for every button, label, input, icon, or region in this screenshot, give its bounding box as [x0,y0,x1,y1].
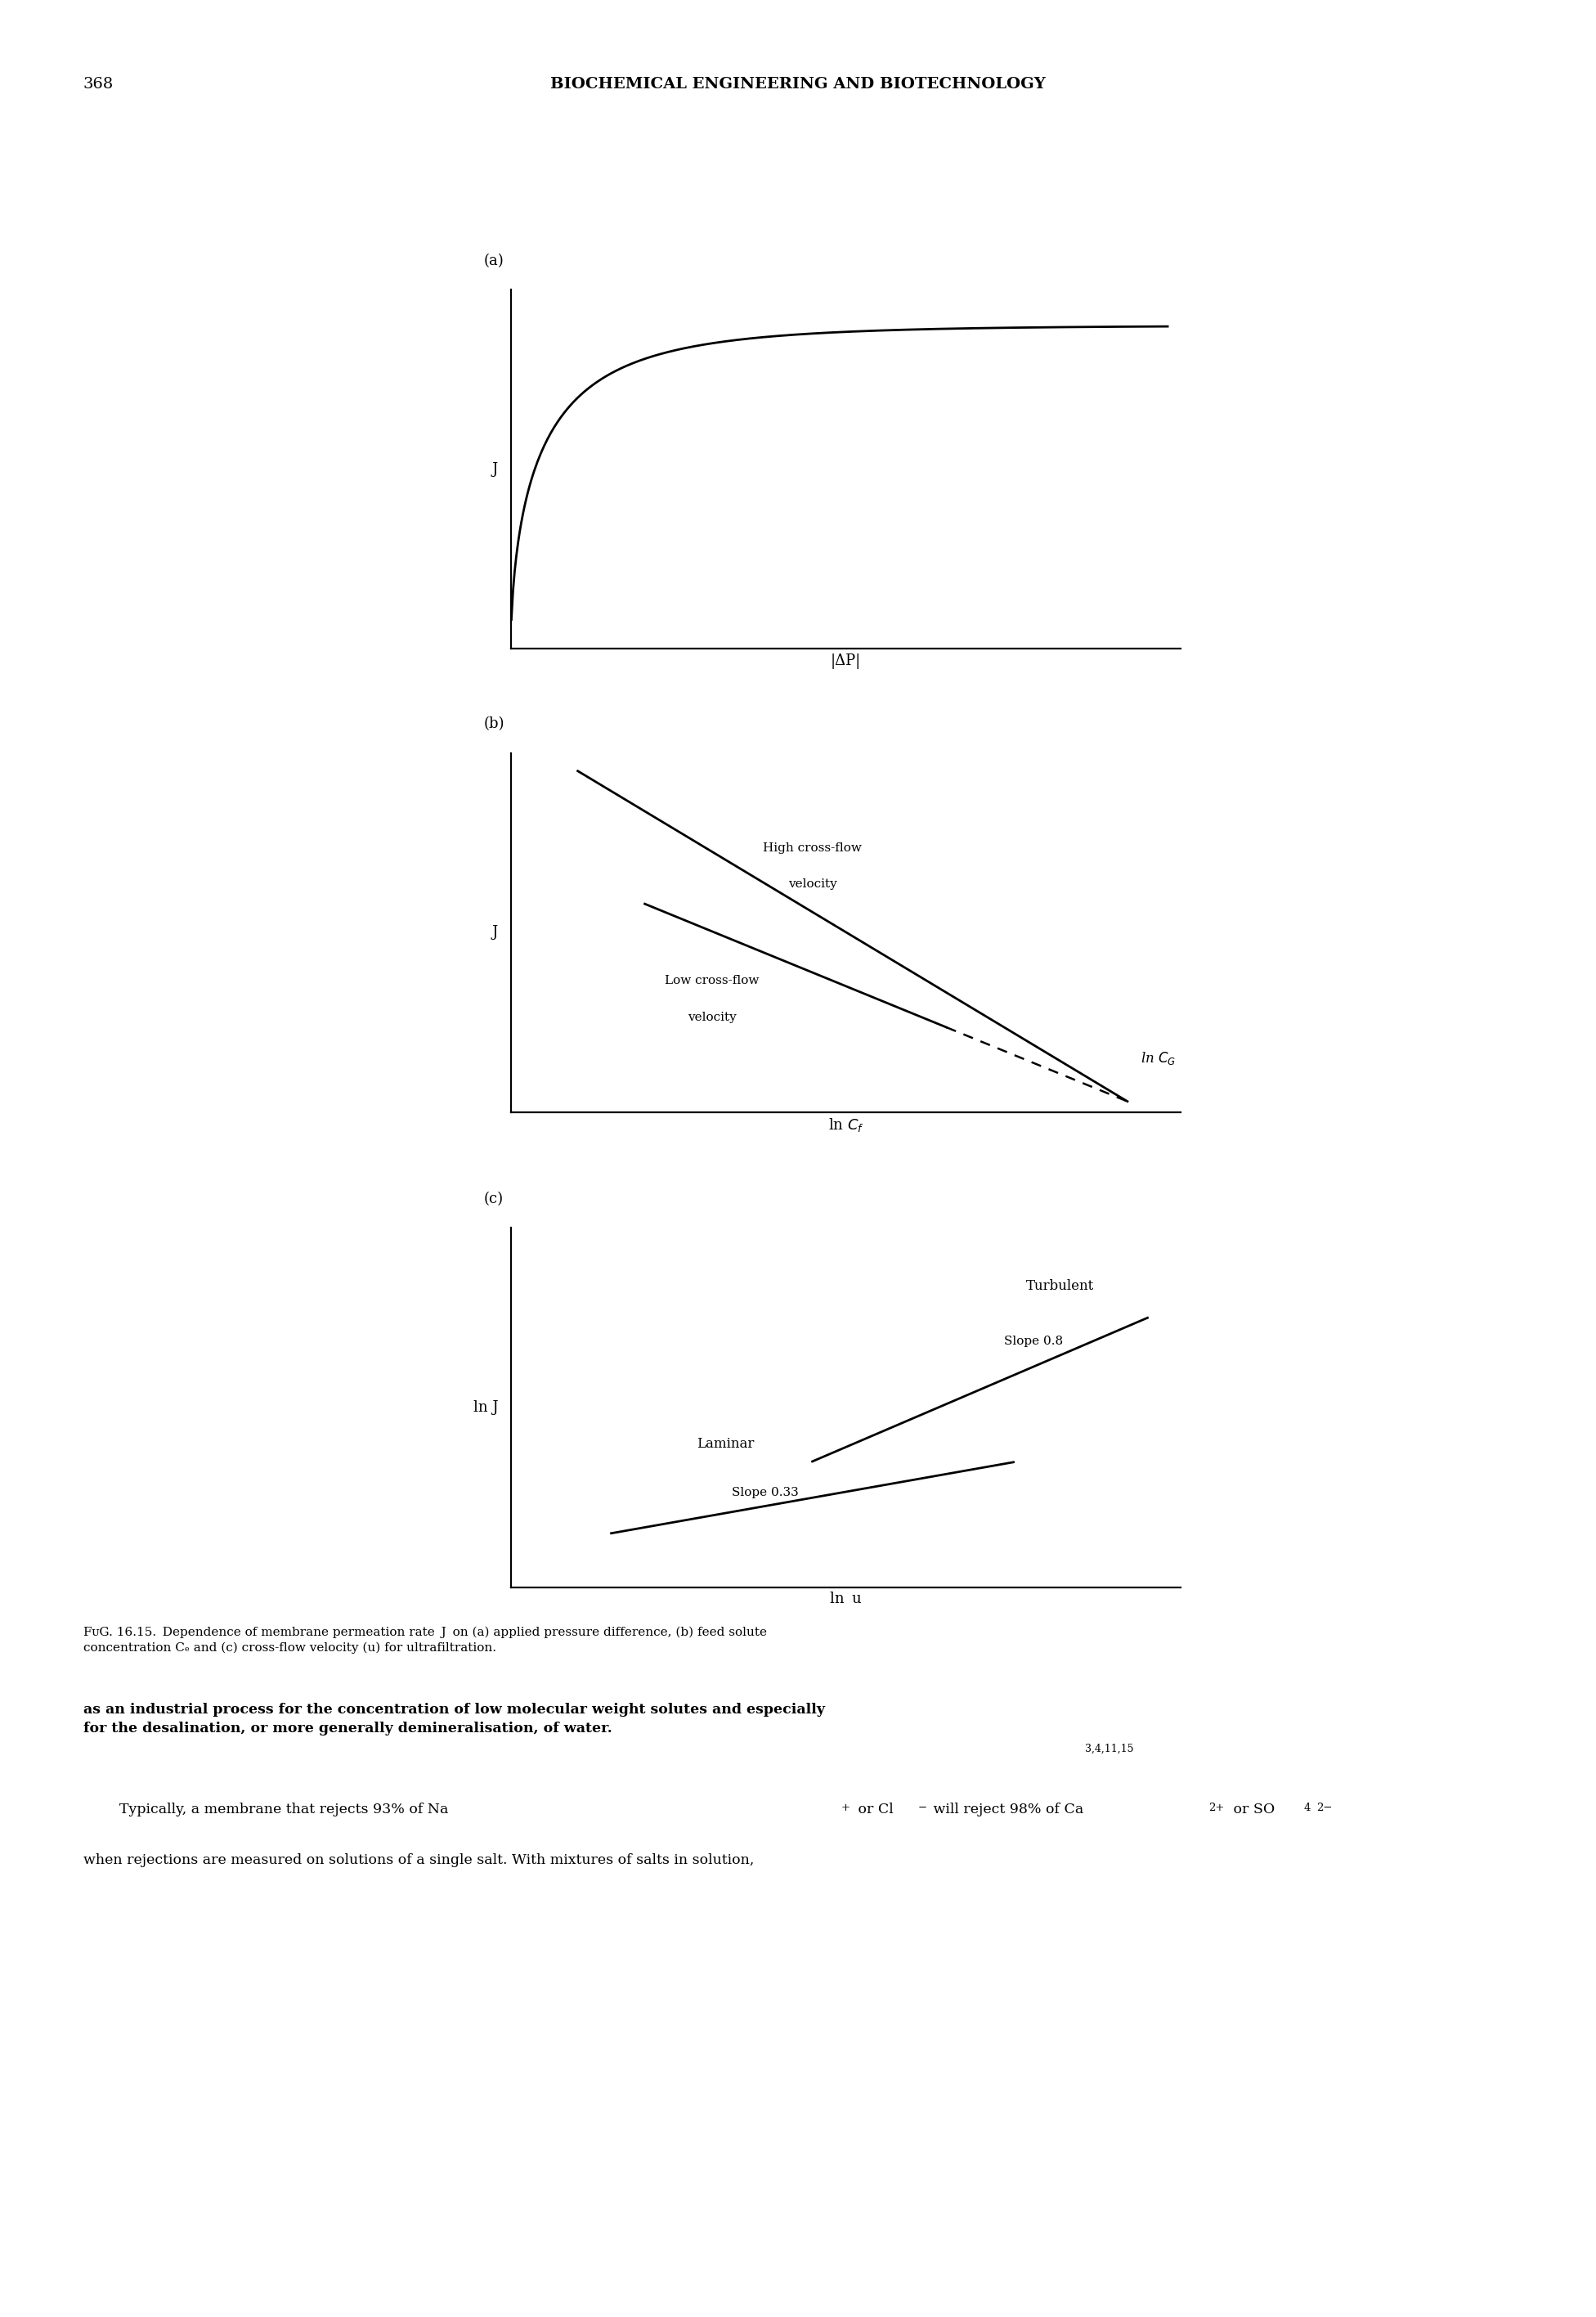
Text: 4: 4 [1304,1803,1310,1814]
Text: 2−: 2− [1317,1803,1333,1814]
Text: FᴜG. 16.15. Dependence of membrane permeation rate  J  on (a) applied pressure d: FᴜG. 16.15. Dependence of membrane perme… [83,1627,766,1654]
Text: Low cross-flow: Low cross-flow [664,975,760,987]
Text: +: + [841,1803,851,1814]
Text: velocity: velocity [788,878,836,890]
Text: ln $C_G$: ln $C_G$ [1141,1050,1176,1066]
Text: 3,4,11,15: 3,4,11,15 [1085,1742,1133,1754]
Text: or SO: or SO [1229,1803,1275,1817]
Text: (a): (a) [484,253,504,269]
Text: velocity: velocity [688,1013,736,1024]
Y-axis label: J: J [492,461,498,477]
Text: 2+: 2+ [1208,1803,1224,1814]
X-axis label: |ΔP|: |ΔP| [830,653,862,670]
Text: when rejections are measured on solutions of a single salt. With mixtures of sal: when rejections are measured on solution… [83,1854,753,1868]
Text: Slope 0.33: Slope 0.33 [733,1488,800,1499]
Text: Slope 0.8: Slope 0.8 [1004,1335,1063,1346]
Text: or Cl: or Cl [854,1803,894,1817]
Y-axis label: J: J [492,924,498,941]
Text: Turbulent: Turbulent [1026,1279,1095,1293]
Text: 368: 368 [83,76,113,90]
Text: −: − [918,1803,927,1814]
Text: will reject 98% of Ca: will reject 98% of Ca [929,1803,1084,1817]
X-axis label: ln $C_f$: ln $C_f$ [828,1117,863,1133]
Text: BIOCHEMICAL ENGINEERING AND BIOTECHNOLOGY: BIOCHEMICAL ENGINEERING AND BIOTECHNOLOG… [551,76,1045,90]
Text: (b): (b) [484,716,504,732]
Y-axis label: ln J: ln J [474,1399,498,1416]
Text: Laminar: Laminar [696,1437,753,1450]
Text: Typically, a membrane that rejects 93% of Na: Typically, a membrane that rejects 93% o… [83,1803,448,1817]
Text: (c): (c) [484,1191,504,1207]
Text: as an industrial process for the concentration of low molecular weight solutes a: as an industrial process for the concent… [83,1703,825,1735]
Text: High cross-flow: High cross-flow [763,841,862,853]
X-axis label: ln  u: ln u [830,1592,862,1606]
